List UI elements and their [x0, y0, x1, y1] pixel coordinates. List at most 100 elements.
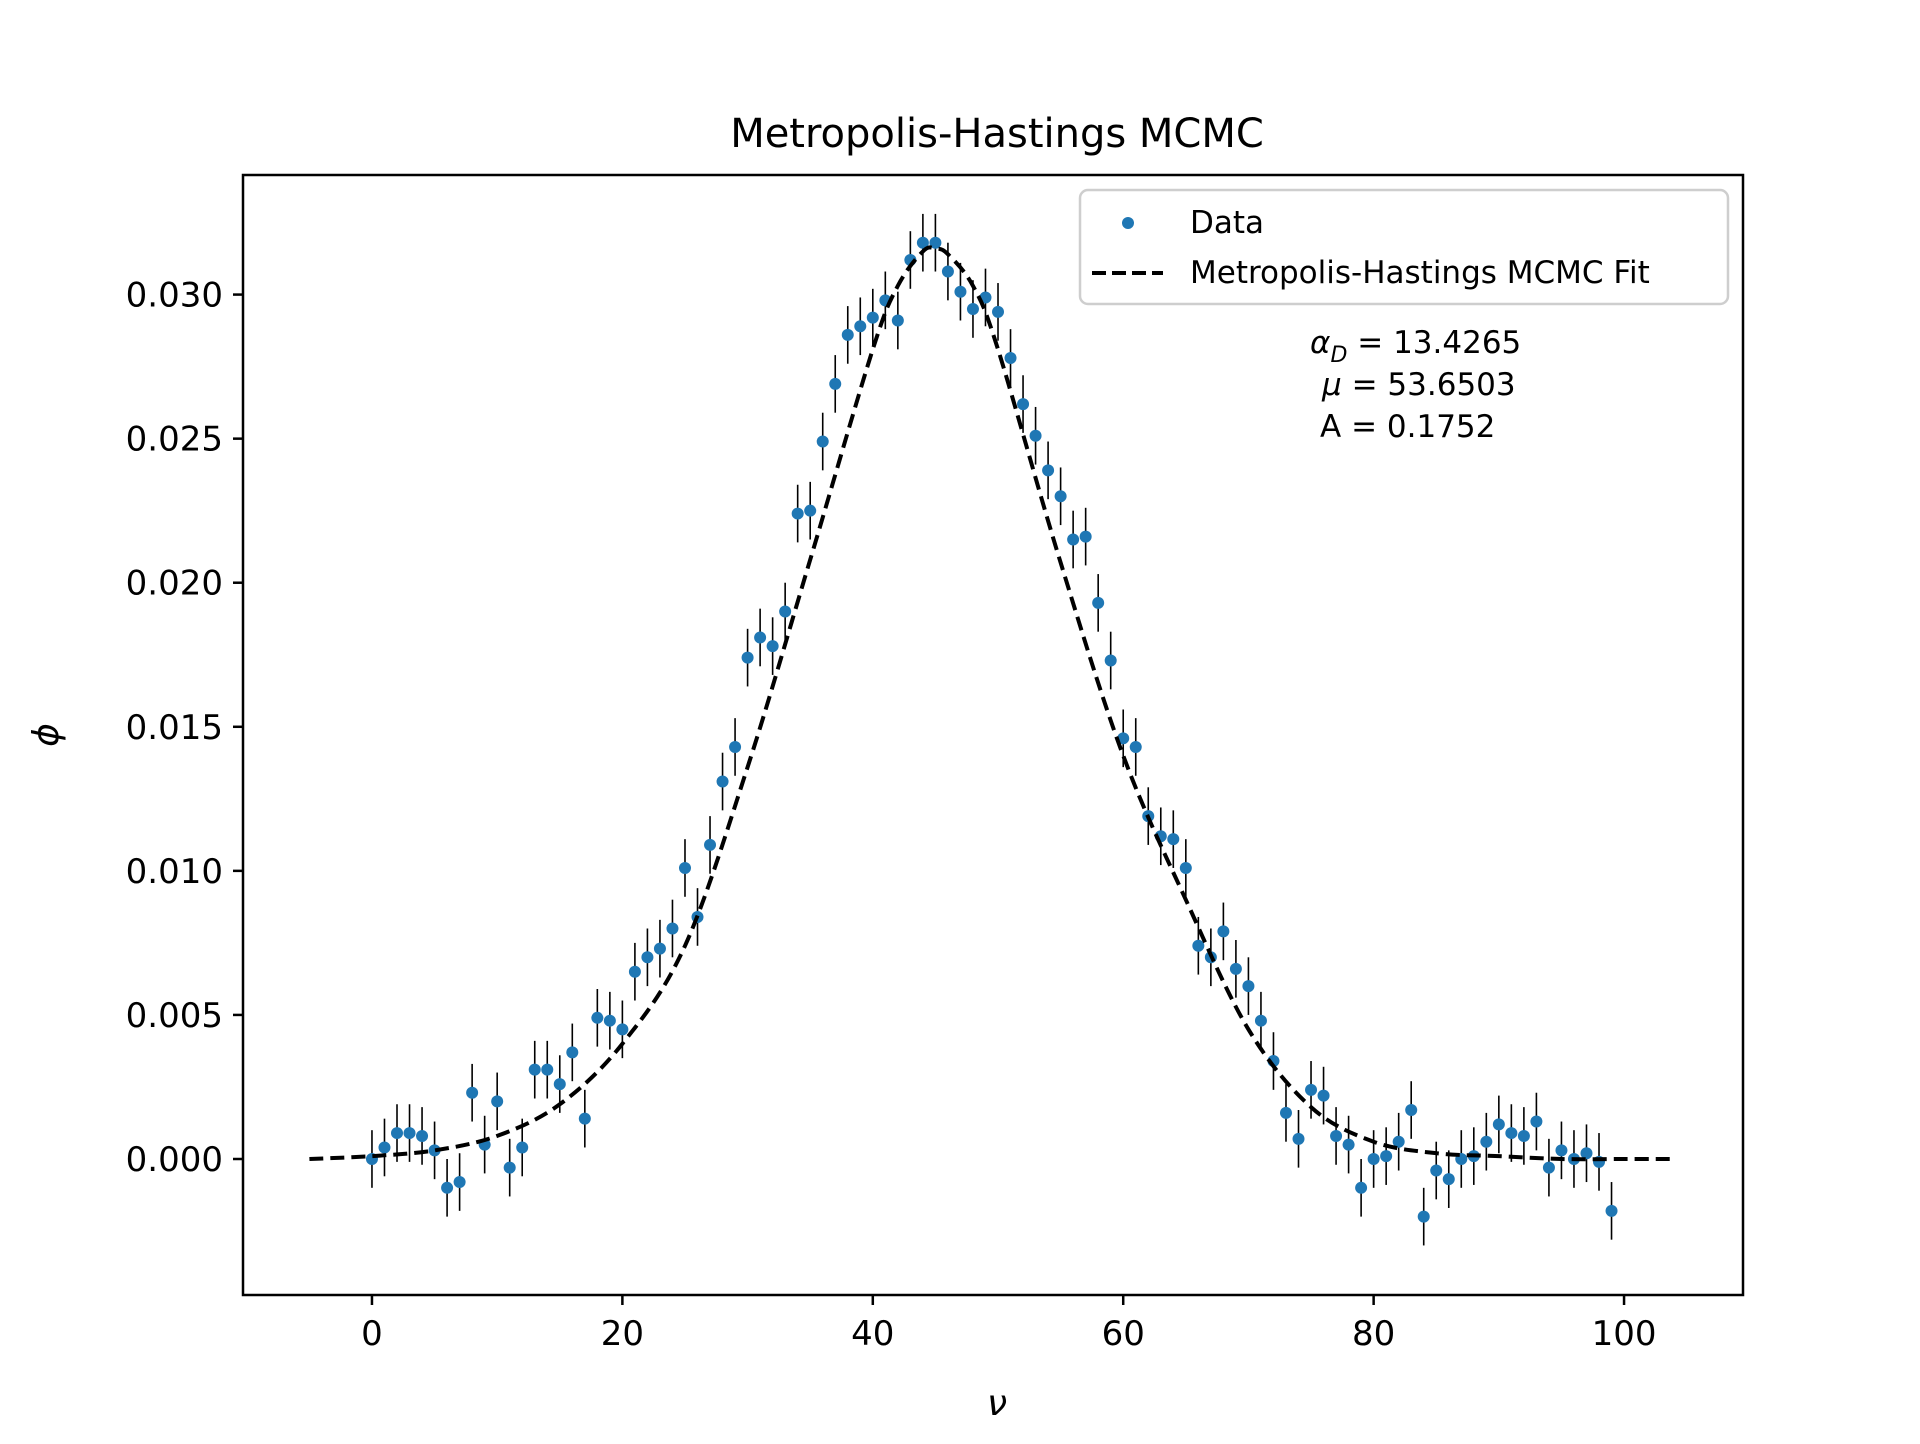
data-point — [954, 285, 967, 298]
data-point — [804, 504, 817, 517]
data-point — [1330, 1129, 1343, 1142]
param-mu-value: = 53.6503 — [1342, 367, 1516, 403]
data-point — [1305, 1083, 1318, 1096]
y-tick-label: 0.020 — [126, 564, 223, 604]
data-point — [891, 314, 904, 327]
data-point — [1580, 1147, 1593, 1160]
y-axis-label: ϕ — [26, 723, 67, 747]
data-point — [1129, 740, 1142, 753]
data-point — [1555, 1144, 1568, 1157]
data-point — [1530, 1115, 1543, 1128]
data-point — [1217, 925, 1230, 938]
data-point — [941, 265, 954, 278]
data-point — [678, 861, 691, 874]
x-tick-label: 0 — [361, 1314, 383, 1354]
data-point — [1480, 1135, 1493, 1148]
data-point — [1054, 490, 1067, 503]
data-point — [628, 965, 641, 978]
data-point — [403, 1127, 416, 1140]
data-point — [1104, 654, 1117, 667]
data-point — [466, 1086, 479, 1099]
chart-title: Metropolis-Hastings MCMC — [730, 111, 1264, 157]
fit-line — [309, 245, 1675, 1162]
data-point — [616, 1023, 629, 1036]
data-point — [1605, 1204, 1618, 1217]
data-point — [704, 838, 717, 851]
data-point — [1029, 429, 1042, 442]
legend-fit-label: Metropolis-Hastings MCMC Fit — [1190, 255, 1650, 291]
data-point — [829, 377, 842, 390]
data-point — [503, 1161, 516, 1174]
data-point — [1179, 861, 1192, 874]
data-point — [1292, 1132, 1305, 1145]
x-axis-label: ν — [987, 1383, 1007, 1424]
legend: Data Metropolis-Hastings MCMC Fit — [1078, 188, 1730, 306]
data-point — [453, 1176, 466, 1189]
x-axis-ticks: 0 20 40 60 80 100 — [361, 1295, 1657, 1354]
data-point — [1392, 1135, 1405, 1148]
data-point — [666, 922, 679, 935]
data-point — [741, 651, 754, 664]
data-point — [966, 302, 979, 315]
data-point — [854, 320, 867, 333]
data-point — [1342, 1138, 1355, 1151]
legend-box — [1078, 188, 1730, 306]
data-point — [929, 236, 942, 249]
data-point — [1405, 1104, 1418, 1117]
plot-area — [309, 213, 1675, 1246]
data-point — [541, 1063, 554, 1076]
y-tick-label: 0.000 — [126, 1140, 223, 1180]
data-point — [428, 1144, 441, 1157]
data-point — [416, 1129, 429, 1142]
data-point — [441, 1181, 454, 1194]
y-tick-label: 0.005 — [126, 996, 223, 1036]
data-point — [566, 1046, 579, 1059]
data-point — [516, 1141, 529, 1154]
y-axis-ticks: 0.000 0.005 0.010 0.015 0.020 0.025 0.030 — [126, 276, 243, 1180]
x-tick-label: 80 — [1352, 1314, 1395, 1354]
legend-data-marker — [1122, 217, 1134, 229]
x-tick-label: 40 — [851, 1314, 894, 1354]
x-tick-label: 60 — [1102, 1314, 1145, 1354]
plot-frame — [241, 173, 1745, 1297]
data-point — [1380, 1150, 1393, 1163]
y-tick-label: 0.015 — [126, 708, 223, 748]
param-a-value: = 0.1752 — [1341, 409, 1495, 445]
data-point — [1367, 1152, 1380, 1165]
data-point — [1492, 1118, 1505, 1131]
param-mu: μ = 53.6503 — [1321, 367, 1516, 403]
data-point — [1017, 398, 1030, 411]
data-point — [766, 640, 779, 653]
data-point — [1092, 596, 1105, 609]
data-point — [528, 1063, 541, 1076]
x-tick-label: 20 — [601, 1314, 644, 1354]
data-point — [1242, 980, 1255, 993]
param-alpha: αD = 13.4265 — [1310, 325, 1521, 368]
data-point — [653, 942, 666, 955]
data-point — [1067, 533, 1080, 546]
param-a: A = 0.1752 — [1320, 409, 1495, 445]
data-point — [1517, 1129, 1530, 1142]
data-point — [391, 1127, 404, 1140]
param-alpha-value: = 13.4265 — [1347, 325, 1521, 361]
data-point — [1254, 1014, 1267, 1027]
data-point — [1417, 1210, 1430, 1223]
data-point — [866, 311, 879, 324]
y-tick-label: 0.025 — [126, 420, 223, 460]
data-point — [816, 435, 829, 448]
data-point — [729, 740, 742, 753]
data-point — [1355, 1181, 1368, 1194]
data-point — [1117, 732, 1130, 745]
data-point — [1279, 1106, 1292, 1119]
legend-data-label: Data — [1190, 205, 1264, 241]
data-point — [1167, 833, 1180, 846]
data-point — [754, 631, 767, 644]
data-point — [591, 1011, 604, 1024]
data-point — [1229, 962, 1242, 975]
data-point — [716, 775, 729, 788]
data-point — [1442, 1173, 1455, 1186]
data-point — [779, 605, 792, 618]
data-point — [992, 305, 1005, 318]
